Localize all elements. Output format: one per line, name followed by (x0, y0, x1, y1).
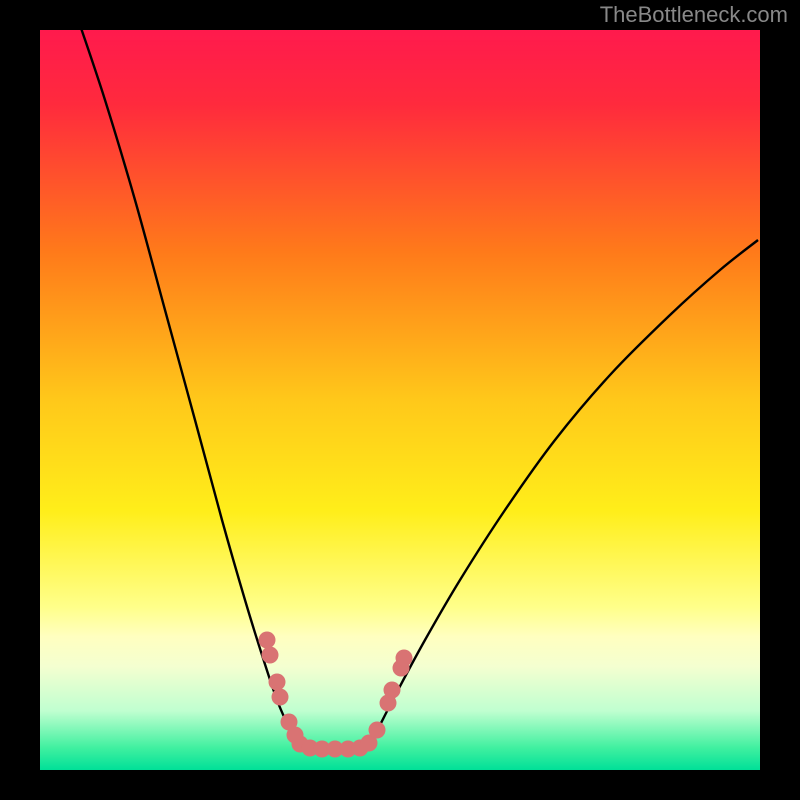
watermark-text: TheBottleneck.com (600, 2, 788, 28)
data-marker (369, 722, 386, 739)
data-marker (384, 682, 401, 699)
chart-container (0, 0, 800, 800)
data-marker (272, 689, 289, 706)
bottleneck-chart (0, 0, 800, 800)
data-marker (396, 650, 413, 667)
data-marker (262, 647, 279, 664)
data-marker (269, 674, 286, 691)
data-marker (259, 632, 276, 649)
